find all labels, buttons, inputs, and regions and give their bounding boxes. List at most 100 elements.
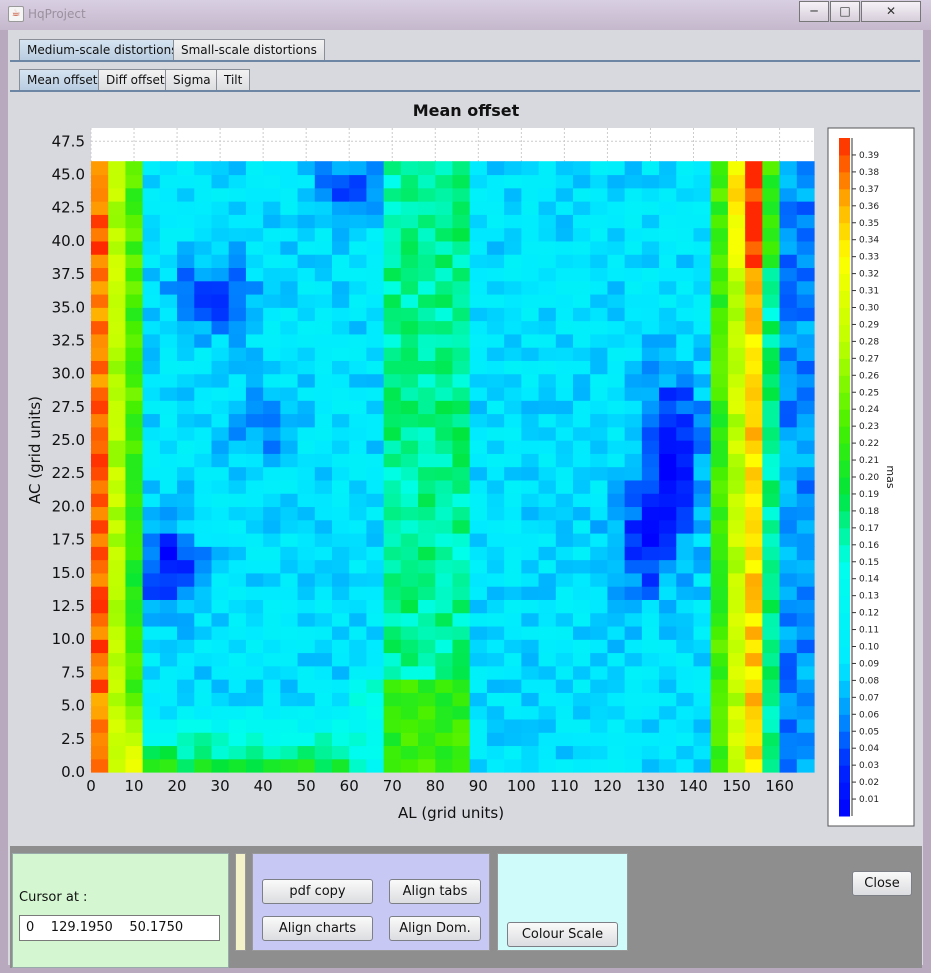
heatmap-cell — [194, 758, 213, 773]
splitter-handle[interactable] — [235, 853, 246, 951]
heatmap-cell — [796, 201, 815, 215]
align-tabs-button[interactable]: Align tabs — [389, 879, 481, 904]
heatmap-cell — [693, 174, 712, 189]
heatmap-cell — [228, 360, 247, 375]
heatmap-cell — [297, 758, 316, 773]
heatmap-cell — [659, 440, 677, 454]
heatmap-cell — [314, 546, 333, 561]
y-axis-label: AC (grid units) — [26, 396, 44, 504]
heatmap-cell — [366, 360, 385, 375]
heatmap-cell — [710, 453, 729, 468]
colorbar-segment — [839, 714, 850, 732]
heatmap-cell — [159, 718, 178, 733]
chart-panel: Mean offset 0 10 20 30 40 50 60 70 80 90 100 110 120… — [10, 96, 920, 831]
heatmap-cell — [555, 240, 574, 255]
heatmap-cell — [504, 240, 522, 255]
heatmap-cell — [435, 546, 454, 561]
heatmap-cell — [538, 572, 557, 587]
heatmap-cell — [366, 386, 385, 401]
maximize-button[interactable]: □ — [830, 1, 860, 22]
heatmap-cell — [710, 267, 729, 282]
heatmap-cell — [521, 652, 540, 667]
heatmap-cell — [590, 307, 609, 322]
heatmap-cell — [125, 705, 144, 720]
heatmap-cell — [624, 679, 643, 693]
colorbar-tick-label: 0.08 — [859, 676, 879, 686]
heatmap-cell — [159, 293, 178, 308]
heatmap-cell — [332, 267, 350, 282]
heatmap-cell — [641, 599, 660, 614]
heatmap-cell — [521, 240, 540, 255]
heatmap-cell — [624, 400, 643, 415]
x-tick-label: 50 — [297, 777, 316, 795]
heatmap-cell — [796, 519, 815, 534]
heatmap-cell — [590, 718, 609, 733]
heatmap-chart[interactable]: Mean offset 0 10 20 30 40 50 60 70 80 90 100 110 120… — [10, 96, 920, 831]
heatmap-cell — [693, 732, 712, 747]
heatmap-cell — [228, 559, 247, 574]
heatmap-cell — [228, 174, 247, 189]
heatmap-cell — [263, 347, 281, 361]
heatmap-cell — [504, 201, 522, 215]
heatmap-cell — [659, 214, 677, 229]
tab-medium-scale-distortions[interactable]: Medium-scale distortions — [19, 39, 186, 61]
heatmap-cell — [762, 758, 781, 773]
close-button[interactable]: Close — [852, 871, 912, 896]
tab-mean-offset[interactable]: Mean offset — [19, 69, 106, 91]
heatmap-cell — [211, 214, 230, 229]
heatmap-cell — [418, 453, 436, 468]
heatmap-cell — [400, 280, 419, 295]
heatmap-cell — [693, 546, 712, 561]
heatmap-cell — [745, 426, 763, 441]
heatmap-cell — [211, 506, 230, 521]
heatmap-cell — [676, 705, 695, 720]
heatmap-cell — [469, 214, 488, 229]
heatmap-cell — [177, 572, 195, 587]
heatmap-cell — [194, 453, 213, 468]
tab-small-scale-distortions[interactable]: Small-scale distortions — [173, 39, 325, 61]
heatmap-cell — [641, 493, 660, 508]
tab-sigma[interactable]: Sigma — [165, 69, 219, 91]
heatmap-cell — [555, 440, 574, 454]
heatmap-cell — [142, 307, 161, 322]
heatmap-cell — [211, 453, 230, 468]
heatmap-cell — [349, 639, 368, 654]
heatmap-cell — [504, 187, 522, 202]
heatmap-cell — [418, 745, 436, 760]
heatmap-cell — [641, 692, 660, 707]
heatmap-cell — [194, 386, 213, 401]
heatmap-cell — [607, 692, 626, 707]
heatmap-cell — [521, 599, 540, 614]
minimize-button[interactable]: ─ — [799, 1, 829, 22]
tab-diff-offset[interactable]: Diff offset — [98, 69, 173, 91]
heatmap-cell — [211, 493, 230, 508]
heatmap-cell — [710, 426, 729, 441]
align-charts-button[interactable]: Align charts — [262, 916, 373, 941]
heatmap-cell — [624, 413, 643, 428]
heatmap-cell — [91, 214, 109, 229]
heatmap-cell — [125, 413, 144, 428]
heatmap-cell — [538, 758, 557, 773]
heatmap-cell — [366, 679, 385, 693]
heatmap-cell — [108, 506, 127, 521]
heatmap-cell — [762, 586, 781, 600]
heatmap-cell — [710, 413, 729, 428]
tab-tilt[interactable]: Tilt — [216, 69, 251, 91]
heatmap-cell — [745, 386, 763, 401]
cursor-position-field[interactable]: 0 129.1950 50.1750 — [19, 915, 220, 941]
heatmap-cell — [349, 320, 368, 335]
heatmap-cell — [521, 572, 540, 587]
heatmap-cell — [538, 214, 557, 229]
heatmap-cell — [555, 572, 574, 587]
heatmap-cell — [263, 440, 281, 454]
heatmap-cell — [504, 745, 522, 760]
heatmap-cell — [280, 652, 299, 667]
pdf-copy-button[interactable]: pdf copy — [262, 879, 373, 904]
heatmap-cell — [659, 718, 677, 733]
colour-scale-button[interactable]: Colour Scale — [507, 922, 618, 947]
colorbar-tick-label: 0.26 — [859, 371, 879, 381]
heatmap-cell — [452, 519, 471, 534]
colorbar-tick-label: 0.06 — [859, 710, 879, 720]
close-window-button[interactable]: ✕ — [861, 1, 921, 22]
align-dom-button[interactable]: Align Dom. — [389, 916, 481, 941]
